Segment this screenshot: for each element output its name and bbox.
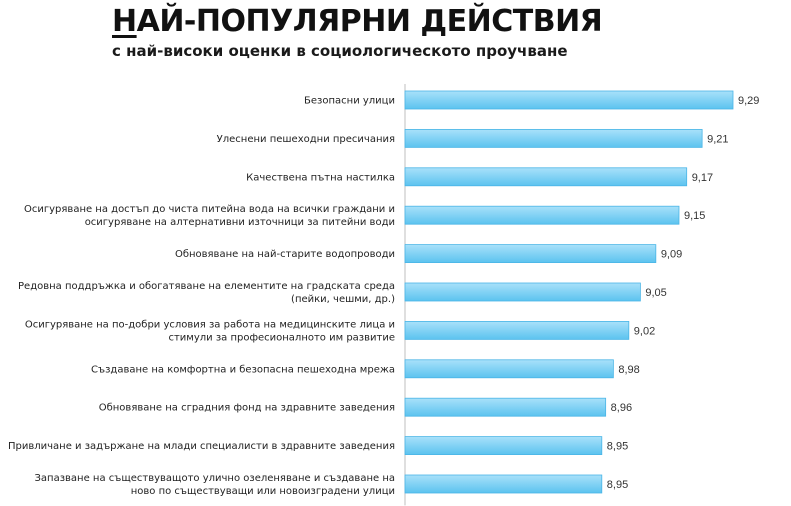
value-label-3: 9,15 (684, 210, 705, 222)
category-label-line: Безопасни улици (304, 96, 395, 107)
bar-2 (404, 167, 688, 187)
category-label-line: Обновяване на най-старите водопроводи (175, 249, 395, 260)
category-label-line: Обновяване на сградния фонд на здравните… (99, 403, 395, 414)
category-label-1: Улеснени пешеходни пресичания (217, 134, 395, 145)
category-label-line: осигуряване на алтернативни източници за… (85, 217, 395, 228)
category-label-line: Създаване на комфортна и безопасна пешех… (91, 364, 395, 375)
category-label-line: ново по съществуващи или новоизградени у… (131, 486, 395, 497)
title-first-letter: Н (112, 4, 137, 39)
category-label-line: стимули за професионалното им развитие (168, 332, 395, 343)
value-label-4: 9,09 (661, 249, 682, 261)
category-label-6: Осигуряване на по-добри условия за работ… (25, 319, 395, 343)
bar-0 (404, 90, 734, 110)
bar-3 (404, 205, 680, 225)
category-label-3: Осигуряване на достъп до чиста питейна в… (24, 204, 395, 228)
value-label-10: 8,95 (607, 479, 628, 491)
value-label-2: 9,17 (692, 172, 713, 184)
bar-5 (404, 282, 641, 302)
value-label-0: 9,29 (738, 95, 759, 107)
chart-title: НАЙ-ПОПУЛЯРНИ ДЕЙСТВИЯ (112, 4, 603, 39)
bar-6 (404, 320, 630, 340)
category-label-4: Обновяване на най-старите водопроводи (175, 249, 395, 260)
category-label-line: Привличане и задържане на млади специали… (8, 441, 395, 452)
category-label-line: (пейки, чешми, др.) (291, 294, 395, 305)
category-label-line: Редовна поддръжка и обогатяване на елеме… (18, 281, 395, 292)
category-label-line: Качествена пътна настилка (246, 172, 395, 183)
bar-8 (404, 397, 607, 417)
category-label-5: Редовна поддръжка и обогатяване на елеме… (18, 281, 395, 305)
chart-subtitle: с най-високи оценки в социологическото п… (112, 42, 568, 60)
bar-10 (404, 474, 603, 494)
category-label-8: Обновяване на сградния фонд на здравните… (99, 403, 395, 414)
bar-4 (404, 244, 657, 264)
bar-9 (404, 436, 603, 456)
value-label-7: 8,98 (618, 364, 639, 376)
bar-7 (404, 359, 614, 379)
category-label-0: Безопасни улици (304, 96, 395, 107)
category-label-9: Привличане и задържане на млади специали… (8, 441, 395, 452)
value-label-1: 9,21 (707, 133, 728, 145)
category-label-line: Запазване на съществуващото улично озеле… (35, 473, 396, 484)
category-label-10: Запазване на съществуващото улично озеле… (35, 473, 396, 497)
category-label-line: Осигуряване на по-добри условия за работ… (25, 319, 395, 330)
value-label-5: 9,05 (645, 287, 666, 299)
category-label-2: Качествена пътна настилка (246, 172, 395, 183)
value-label-6: 9,02 (634, 325, 655, 337)
value-label-8: 8,96 (611, 402, 632, 414)
bar-1 (404, 128, 703, 148)
category-label-7: Създаване на комфортна и безопасна пешех… (91, 364, 395, 375)
title-rest: АЙ-ПОПУЛЯРНИ ДЕЙСТВИЯ (136, 4, 603, 39)
category-label-line: Осигуряване на достъп до чиста питейна в… (24, 204, 395, 215)
category-label-line: Улеснени пешеходни пресичания (217, 134, 395, 145)
value-label-9: 8,95 (607, 441, 628, 453)
